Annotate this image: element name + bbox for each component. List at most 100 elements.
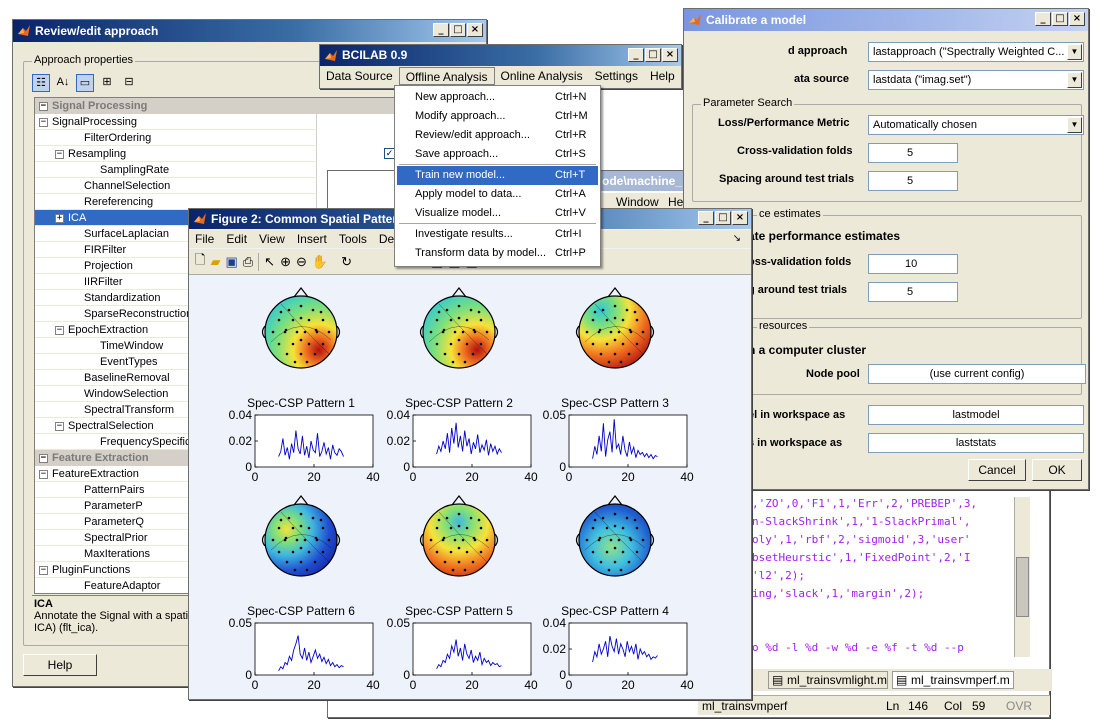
menu-item[interactable]: Visualize model... Ctrl+V xyxy=(397,204,598,223)
menu-data-source[interactable]: Data Source xyxy=(326,69,393,83)
spacing-input[interactable]: 5 xyxy=(868,171,958,191)
property-row[interactable]: SamplingRate xyxy=(35,162,477,178)
menu-item-shortcut: Ctrl+T xyxy=(555,169,586,181)
menu-help[interactable]: Help xyxy=(649,69,675,83)
fig-menu-edit[interactable]: Edit xyxy=(226,232,248,246)
node-pool-input[interactable]: (use current config) xyxy=(868,364,1086,384)
maximize-icon[interactable]: □ xyxy=(715,211,731,225)
collapse-icon[interactable]: − xyxy=(39,452,48,463)
property-row[interactable]: FilterOrdering xyxy=(35,130,477,146)
open-file-icon[interactable]: ▰ xyxy=(210,253,221,269)
collapse-icon[interactable]: − xyxy=(55,420,64,431)
expand-icon[interactable]: + xyxy=(55,212,64,223)
maximize-icon[interactable]: □ xyxy=(645,48,661,62)
stats-workspace-input[interactable]: laststats xyxy=(868,433,1084,453)
menu-item[interactable]: Investigate results... Ctrl+I xyxy=(397,225,598,244)
data-source-combo[interactable]: lastdata ("imag.set") ▼ xyxy=(868,70,1084,90)
menu-item[interactable]: Train new model... Ctrl+T xyxy=(397,166,598,185)
dock-arrow-icon[interactable]: ↘ xyxy=(732,233,741,244)
editor-menu-window[interactable]: Window xyxy=(616,195,659,209)
menu-item[interactable]: Transform data by model... Ctrl+P xyxy=(397,244,598,263)
collapse-all-icon[interactable]: ⊟ xyxy=(124,76,134,88)
perf-folds-input[interactable]: 10 xyxy=(868,254,958,274)
collapse-icon[interactable]: − xyxy=(39,468,48,479)
metric-combo[interactable]: Automatically chosen ▼ xyxy=(868,115,1084,135)
electrode-dot xyxy=(442,328,446,332)
approach-combo[interactable]: lastapproach ("Spectrally Weighted C... ▼ xyxy=(868,42,1084,62)
collapse-icon[interactable]: − xyxy=(39,564,48,575)
model-workspace-input[interactable]: lastmodel xyxy=(868,405,1084,425)
menu-item[interactable]: New approach... Ctrl+N xyxy=(397,88,598,107)
electrode-dot xyxy=(472,536,476,540)
fig-menu-insert[interactable]: Insert xyxy=(296,232,327,246)
folds-input[interactable]: 5 xyxy=(868,143,958,163)
categorized-icon[interactable]: ☷ xyxy=(32,74,50,92)
plot-axes xyxy=(412,622,532,676)
cancel-button[interactable]: Cancel xyxy=(968,459,1026,481)
menu-item[interactable]: Review/edit approach... Ctrl+R xyxy=(397,126,598,145)
description-icon[interactable]: ▭ xyxy=(76,74,94,92)
new-figure-icon[interactable]: 🗋 xyxy=(195,251,206,267)
minimize-icon[interactable]: _ xyxy=(628,48,644,62)
menu-item[interactable]: Modify approach... Ctrl+M xyxy=(397,107,598,126)
review-titlebar[interactable]: Review/edit approach _ □ × xyxy=(13,20,486,42)
calibrate-titlebar[interactable]: Calibrate a model _ □ × xyxy=(684,9,1088,31)
editor-menu-help[interactable]: Hel xyxy=(668,195,687,209)
maximize-icon[interactable]: □ xyxy=(1052,12,1068,26)
help-button[interactable]: Help xyxy=(23,654,97,676)
close-icon[interactable]: × xyxy=(1069,12,1085,26)
pan-icon[interactable]: ✋ xyxy=(311,253,329,269)
property-label: TimeWindow xyxy=(100,340,164,352)
close-icon[interactable]: × xyxy=(662,48,678,62)
chevron-down-icon[interactable]: ▼ xyxy=(1067,44,1082,60)
save-icon[interactable]: ▣ xyxy=(225,253,238,269)
property-row[interactable]: − PluginFunctions xyxy=(35,562,477,578)
minimize-icon[interactable]: _ xyxy=(698,211,714,225)
editor-scrollbar[interactable] xyxy=(1014,497,1030,657)
print-icon[interactable]: ⎙ xyxy=(242,253,254,269)
electrode-dot xyxy=(277,342,281,346)
menu-online-analysis[interactable]: Online Analysis xyxy=(500,69,583,83)
collapse-icon[interactable]: − xyxy=(55,324,64,335)
ok-button[interactable]: OK xyxy=(1032,459,1082,481)
editor-titlebar-fragment: ode\machine_ xyxy=(598,171,698,191)
sort-alpha-icon[interactable]: A↓ xyxy=(56,76,70,88)
close-icon[interactable]: × xyxy=(467,23,483,37)
rotate-icon[interactable]: ↻ xyxy=(341,253,352,269)
property-row[interactable]: − Signal Processing xyxy=(35,98,477,114)
bcilab-titlebar[interactable]: BCILAB 0.9 _ □ × xyxy=(320,45,681,66)
menu-offline-analysis[interactable]: Offline Analysis xyxy=(398,67,495,85)
zoom-out-icon[interactable]: ⊖ xyxy=(295,253,307,269)
fig-menu-file[interactable]: File xyxy=(195,232,215,246)
close-icon[interactable]: × xyxy=(732,211,748,225)
scroll-thumb[interactable] xyxy=(1016,557,1029,617)
collapse-icon[interactable]: − xyxy=(39,116,48,127)
zoom-in-icon[interactable]: ⊕ xyxy=(280,253,291,269)
metric-label: Loss/Performance Metric xyxy=(718,117,850,129)
minimize-icon[interactable]: _ xyxy=(1035,12,1051,26)
tab-svmperf[interactable]: ▤ ml_trainsvmperf.m xyxy=(892,671,1014,689)
code-area[interactable]: ,'ZO',0,'F1',1,'Err',2,'PREBEP',3, n-Slac… xyxy=(752,497,1014,657)
property-row[interactable]: − Resampling ✓ xyxy=(35,146,477,162)
electrode-dot xyxy=(451,360,455,364)
electrode-dot xyxy=(321,526,325,530)
fig-menu-view[interactable]: View xyxy=(259,232,285,246)
collapse-icon[interactable]: − xyxy=(39,100,48,111)
perf-spacing-input[interactable]: 5 xyxy=(868,282,958,302)
maximize-icon[interactable]: □ xyxy=(450,23,466,37)
menu-item[interactable]: Apply model to data... Ctrl+A xyxy=(397,185,598,204)
minimize-icon[interactable]: _ xyxy=(433,23,449,37)
fig-menu-tools[interactable]: Tools xyxy=(338,232,367,246)
property-label: IIRFilter xyxy=(84,276,123,288)
expand-all-icon[interactable]: ⊞ xyxy=(102,76,112,88)
matlab-logo-icon xyxy=(689,14,701,25)
chevron-down-icon[interactable]: ▼ xyxy=(1067,72,1082,88)
menu-item[interactable]: Save approach... Ctrl+S xyxy=(397,145,598,164)
property-row[interactable]: − SignalProcessing xyxy=(35,114,477,130)
chevron-down-icon[interactable]: ▼ xyxy=(1067,117,1082,133)
collapse-icon[interactable]: − xyxy=(55,148,64,159)
tab-svmlight[interactable]: ▤ ml_trainsvmlight.m xyxy=(768,671,888,689)
menu-settings[interactable]: Settings xyxy=(594,69,638,83)
property-row[interactable]: − SpectralSelection xyxy=(35,418,477,434)
pointer-icon[interactable]: ↖ xyxy=(264,253,276,269)
